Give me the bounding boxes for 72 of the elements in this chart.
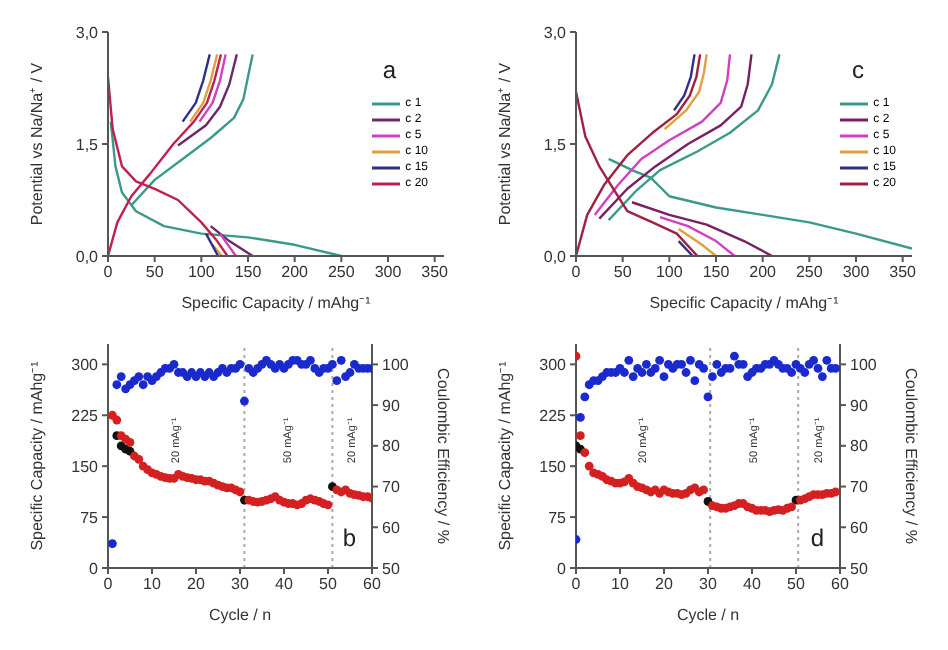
x-tick-label: 10 (611, 575, 630, 594)
y2-tick-label: 90 (850, 396, 869, 415)
y-tick-label: 300 (539, 356, 568, 375)
annotation: d (810, 524, 824, 552)
x-tick-label: 300 (842, 263, 871, 282)
x-tick-label: 40 (743, 575, 762, 594)
x-tick-label: 10 (143, 575, 162, 594)
x-tick-label: 50 (787, 575, 806, 594)
x-tick-label: 40 (275, 575, 294, 594)
y2-tick-label: 70 (850, 478, 869, 497)
y-tick-label: 150 (539, 457, 568, 476)
y-tick-label: 0,0 (543, 247, 568, 266)
y-tick-label: 3,0 (543, 23, 568, 42)
x-axis-title: Cycle / n (676, 606, 740, 624)
y2-tick-label: 60 (382, 518, 401, 537)
y-axis-title: Potential vs Na/Na⁺ / V (495, 61, 514, 226)
x-tick-label: 0 (103, 575, 114, 594)
y-tick-label: 1,5 (75, 135, 100, 154)
x-tick-label: 100 (187, 263, 216, 282)
y-tick-label: 0,0 (75, 247, 100, 266)
annotation: b (342, 524, 356, 552)
y-axis-title: Potential vs Na/Na⁺ / V (27, 61, 46, 226)
x-axis-title: Cycle / n (208, 606, 272, 624)
x-axis-title: Specific Capacity / mAhg⁻¹ (181, 294, 372, 312)
y-tick-label: 75 (548, 508, 568, 527)
x-tick-label: 0 (571, 575, 582, 594)
y2-axis-title: Coulombic Efficiency / % (902, 368, 921, 544)
x-tick-label: 0 (103, 263, 114, 282)
y-tick-label: 75 (80, 508, 100, 527)
y-tick-label: 150 (71, 457, 100, 476)
x-tick-label: 150 (702, 263, 731, 282)
y2-tick-label: 100 (382, 356, 410, 375)
y-axis-title: Specific Capacity / mAhg⁻¹ (27, 360, 46, 551)
y2-tick-label: 100 (850, 356, 878, 375)
x-tick-label: 60 (831, 575, 850, 594)
annotation: c (852, 56, 864, 84)
x-tick-label: 60 (363, 575, 382, 594)
x-tick-label: 0 (571, 263, 582, 282)
x-tick-label: 20 (655, 575, 674, 594)
x-tick-label: 50 (613, 263, 633, 282)
x-tick-label: 20 (187, 575, 206, 594)
y2-tick-label: 50 (382, 559, 401, 578)
y2-tick-label: 60 (850, 518, 869, 537)
x-tick-label: 100 (655, 263, 684, 282)
y-tick-label: 3,0 (75, 23, 100, 42)
x-tick-label: 50 (319, 575, 338, 594)
y2-tick-label: 80 (382, 437, 401, 456)
y2-tick-label: 90 (382, 396, 401, 415)
x-axis-title: Specific Capacity / mAhg⁻¹ (649, 294, 840, 312)
x-tick-label: 30 (231, 575, 250, 594)
y2-tick-label: 50 (850, 559, 869, 578)
x-tick-label: 300 (374, 263, 403, 282)
x-tick-label: 50 (145, 263, 165, 282)
y2-tick-label: 80 (850, 437, 869, 456)
y-tick-label: 300 (71, 356, 100, 375)
x-tick-label: 150 (234, 263, 263, 282)
x-tick-label: 250 (327, 263, 356, 282)
x-tick-label: 250 (795, 263, 824, 282)
y-tick-label: 225 (539, 406, 568, 425)
x-tick-label: 200 (749, 263, 778, 282)
y-tick-label: 0 (89, 559, 100, 578)
x-tick-label: 30 (699, 575, 718, 594)
y-tick-label: 0 (557, 559, 568, 578)
y2-axis-title: Coulombic Efficiency / % (434, 368, 453, 544)
y-axis-title: Specific Capacity / mAhg⁻¹ (495, 360, 514, 551)
y-tick-label: 225 (71, 406, 100, 425)
x-tick-label: 350 (421, 263, 450, 282)
y-tick-label: 1,5 (543, 135, 568, 154)
x-tick-label: 350 (889, 263, 918, 282)
x-tick-label: 200 (281, 263, 310, 282)
y2-tick-label: 70 (382, 478, 401, 497)
annotation: a (382, 56, 396, 84)
